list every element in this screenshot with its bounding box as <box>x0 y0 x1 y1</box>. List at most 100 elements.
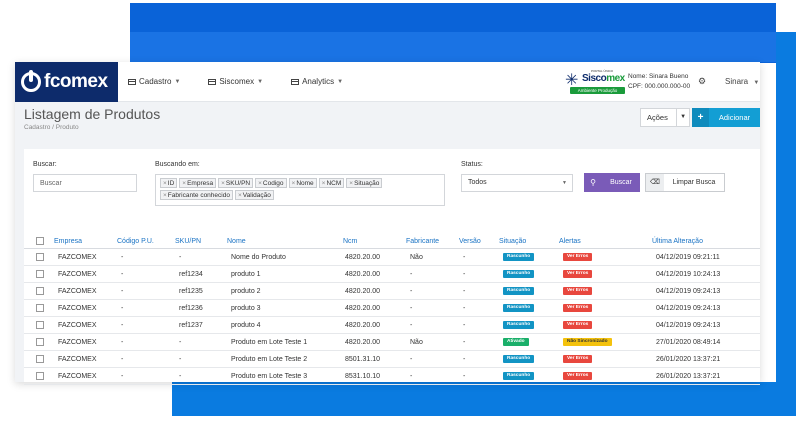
menu-item-cadastro[interactable]: Cadastro ▼ <box>128 77 180 86</box>
grid-icon <box>208 78 217 85</box>
close-icon[interactable]: × <box>291 180 296 187</box>
close-icon[interactable]: × <box>221 180 225 187</box>
column-header[interactable]: Situação <box>499 237 527 245</box>
cell-ncm: 4820.20.00 <box>345 270 381 278</box>
buscar-button-label: Buscar <box>610 179 632 186</box>
acoes-button[interactable]: Ações ▼ <box>640 108 690 127</box>
table-row[interactable]: FAZCOMEX - ref1235 produto 2 4820.20.00 - - Ras… <box>24 283 760 300</box>
cell-situacao: Ativado <box>503 334 529 350</box>
caret-down-icon[interactable]: ▼ <box>676 109 689 126</box>
add-button[interactable]: + Adicionar <box>692 108 760 127</box>
column-header[interactable]: Última Alteração <box>652 237 703 245</box>
logo-mark-icon <box>21 69 41 92</box>
close-icon[interactable]: × <box>237 192 242 199</box>
cell-versao: - <box>463 338 466 346</box>
close-icon[interactable]: × <box>349 180 354 187</box>
search-field-tag[interactable]: ×Codigo <box>255 178 287 188</box>
column-header[interactable]: Alertas <box>559 237 581 245</box>
search-field-tag[interactable]: ×Fabricante conhecido <box>160 190 233 200</box>
table-row[interactable]: FAZCOMEX - - Nome do Produto 4820.20.00 Não - R… <box>24 249 760 266</box>
gear-icon[interactable]: ⚙ <box>698 76 707 86</box>
column-header[interactable]: SKU/PN <box>175 237 202 245</box>
search-fields-tagbox[interactable]: ×ID ×Empresa ×SKU/PN ×Codigo ×Nome ×NCM ×Situa… <box>155 174 445 206</box>
row-checkbox[interactable] <box>36 300 44 316</box>
cell-ncm: 8531.10.10 <box>345 372 381 380</box>
search-field-tag[interactable]: ×SKU/PN <box>218 178 254 188</box>
search-field-tag[interactable]: ×Nome <box>288 178 317 188</box>
column-header[interactable]: Fabricante <box>406 237 440 245</box>
cell-empresa: FAZCOMEX <box>58 270 97 278</box>
cell-empresa: FAZCOMEX <box>58 321 97 329</box>
row-checkbox[interactable] <box>36 334 44 350</box>
table-row[interactable]: FAZCOMEX - ref1234 produto 1 4820.20.00 - - Ras… <box>24 266 760 283</box>
cell-situacao: Rascunho <box>503 249 535 265</box>
cell-nome: produto 2 <box>231 287 261 295</box>
buscar-button[interactable]: ⚲ Buscar <box>584 173 640 192</box>
alert-badge[interactable]: Ver Erros <box>563 355 593 363</box>
cell-sku: ref1235 <box>179 287 203 295</box>
column-header[interactable]: Código P.U. <box>117 237 154 245</box>
row-checkbox[interactable] <box>36 283 44 299</box>
row-checkbox[interactable] <box>36 368 44 384</box>
column-header[interactable]: Ncm <box>343 237 358 245</box>
column-header[interactable]: Versão <box>459 237 481 245</box>
select-all-checkbox[interactable] <box>36 234 44 248</box>
logo[interactable]: fcomex <box>15 62 118 102</box>
cell-codigo: - <box>121 287 124 295</box>
cell-sku: ref1236 <box>179 304 203 312</box>
cell-sku: - <box>179 253 182 261</box>
alert-badge[interactable]: Ver Erros <box>563 304 593 312</box>
cell-fabricante: Não <box>410 253 423 261</box>
alert-badge[interactable]: Ver Erros <box>563 287 593 295</box>
row-checkbox[interactable] <box>36 249 44 265</box>
table-row[interactable]: FAZCOMEX - ref1236 produto 3 4820.20.00 - - Ras… <box>24 300 760 317</box>
cell-nome: produto 4 <box>231 321 261 329</box>
cell-ncm: 4820.20.00 <box>345 253 381 261</box>
column-header[interactable]: Nome <box>227 237 246 245</box>
status-badge: Rascunho <box>503 287 535 295</box>
close-icon[interactable]: × <box>163 180 167 187</box>
close-icon[interactable]: × <box>321 180 326 187</box>
row-checkbox[interactable] <box>36 351 44 367</box>
close-icon[interactable]: × <box>182 180 187 187</box>
cell-sku: ref1234 <box>179 270 203 278</box>
table-row[interactable]: FAZCOMEX - - Produto em Lote Teste 3 8531.10… <box>24 368 760 385</box>
row-checkbox[interactable] <box>36 317 44 333</box>
chevron-down-icon: ▼ <box>562 180 567 186</box>
table-row[interactable]: FAZCOMEX - ref1237 produto 4 4820.20.00 - - Ras… <box>24 317 760 334</box>
cell-alerta: Ver Erros <box>563 300 593 316</box>
alert-badge[interactable]: Ver Erros <box>563 253 593 261</box>
status-select[interactable]: Todos ▼ <box>461 174 573 192</box>
cell-alerta: Não Sincronizado <box>563 334 612 350</box>
limpar-busca-button[interactable]: ⌫ Limpar Busca <box>645 173 725 192</box>
table-row[interactable]: FAZCOMEX - - Produto em Lote Teste 2 8501.31… <box>24 351 760 368</box>
close-icon[interactable]: × <box>163 192 167 199</box>
search-input[interactable]: Buscar <box>33 174 137 192</box>
alert-badge[interactable]: Ver Erros <box>563 270 593 278</box>
close-icon[interactable]: × <box>258 180 262 187</box>
column-header[interactable]: Empresa <box>54 237 83 245</box>
menu-item-analytics[interactable]: Analytics ▼ <box>291 77 343 86</box>
search-field-tag[interactable]: ×Validação <box>234 190 274 200</box>
user-menu[interactable]: Sinara ▼ <box>725 77 759 86</box>
search-field-tag[interactable]: ×ID <box>160 178 178 188</box>
row-checkbox[interactable] <box>36 266 44 282</box>
cell-ncm: 8501.31.10 <box>345 355 381 363</box>
chevron-down-icon: ▼ <box>753 80 760 86</box>
search-field-tag[interactable]: ×NCM <box>318 178 345 188</box>
cell-sku: - <box>179 372 182 380</box>
alert-badge[interactable]: Ver Erros <box>563 321 593 329</box>
cell-codigo: - <box>121 253 124 261</box>
products-table: Empresa Código P.U. SKU/PN Nome Ncm Fabricant… <box>24 234 760 385</box>
cell-alerta: Ver Erros <box>563 351 593 367</box>
status-label: Status: <box>461 161 483 168</box>
cell-empresa: FAZCOMEX <box>58 355 97 363</box>
search-field-tag[interactable]: ×Situação <box>346 178 383 188</box>
cell-codigo: - <box>121 270 124 278</box>
table-row[interactable]: FAZCOMEX - - Produto em Lote Teste 1 4820.20… <box>24 334 760 351</box>
menu-item-siscomex[interactable]: Siscomex ▼ <box>208 77 263 86</box>
alert-badge[interactable]: Não Sincronizado <box>563 338 612 346</box>
alert-badge[interactable]: Ver Erros <box>563 372 593 380</box>
search-field-tag[interactable]: ×Empresa <box>179 178 217 188</box>
cell-fabricante: Não <box>410 338 423 346</box>
